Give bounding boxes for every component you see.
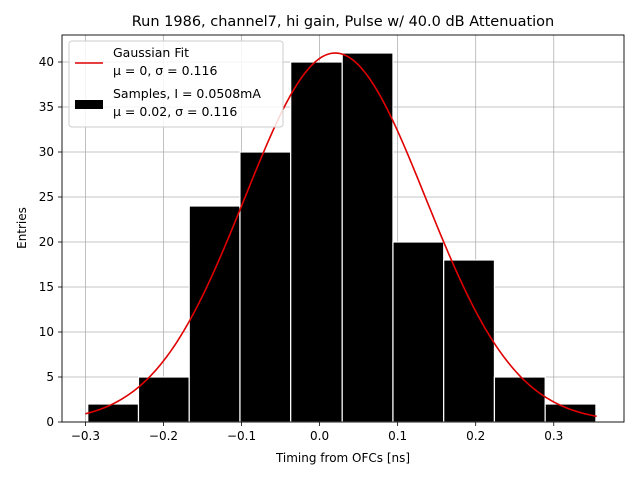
legend-box [68, 40, 284, 128]
x-tick-label: −0.2 [149, 429, 178, 443]
histogram-bar [137, 376, 190, 423]
gaussian-fit-curve [85, 52, 597, 418]
x-tick-label: 0.1 [388, 429, 407, 443]
y-tick-label: 5 [46, 370, 54, 384]
y-tick-label: 30 [39, 145, 54, 159]
histogram-bar [341, 52, 394, 423]
y-axis-label: Entries [15, 207, 29, 249]
chart-title: Run 1986, channel7, hi gain, Pulse w/ 40… [132, 14, 555, 30]
legend-samples-params: μ = 0.02, σ = 0.116 [113, 104, 237, 119]
x-tick-label: 0.3 [544, 429, 563, 443]
histogram-bar [188, 205, 241, 423]
y-tick-label: 0 [46, 415, 54, 429]
y-axis-ticks: 0 5 10 15 20 25 30 35 40 [39, 55, 62, 429]
histogram-bar [544, 403, 597, 423]
histogram-bar [239, 151, 292, 423]
histogram-bar [87, 403, 140, 423]
legend-fit-params: μ = 0, σ = 0.116 [113, 63, 217, 78]
histogram-bar [493, 376, 546, 423]
histogram-bar [392, 241, 445, 423]
legend-samples-swatch [75, 100, 103, 109]
y-tick-label: 20 [39, 235, 54, 249]
histogram-bar [443, 259, 496, 423]
plot-frame [61, 34, 625, 423]
histogram-bars [87, 52, 597, 423]
y-tick-label: 10 [39, 325, 54, 339]
legend-fit-label: Gaussian Fit [113, 45, 189, 60]
y-tick-label: 15 [39, 280, 54, 294]
y-tick-label: 40 [39, 55, 54, 69]
histogram-bar [290, 61, 343, 423]
legend-samples-label: Samples, I = 0.0508mA [113, 86, 261, 101]
y-tick-label: 35 [39, 100, 54, 114]
x-axis-ticks: −0.3 −0.2 −0.1 0.0 0.1 0.2 0.3 [71, 422, 563, 443]
x-tick-label: 0.0 [310, 429, 329, 443]
x-axis-label: Timing from OFCs [ns] [275, 451, 410, 465]
x-tick-label: −0.1 [227, 429, 256, 443]
x-tick-label: −0.3 [71, 429, 100, 443]
x-tick-label: 0.2 [466, 429, 485, 443]
legend: Gaussian Fit μ = 0, σ = 0.116 Samples, I… [68, 40, 284, 128]
y-tick-label: 25 [39, 190, 54, 204]
